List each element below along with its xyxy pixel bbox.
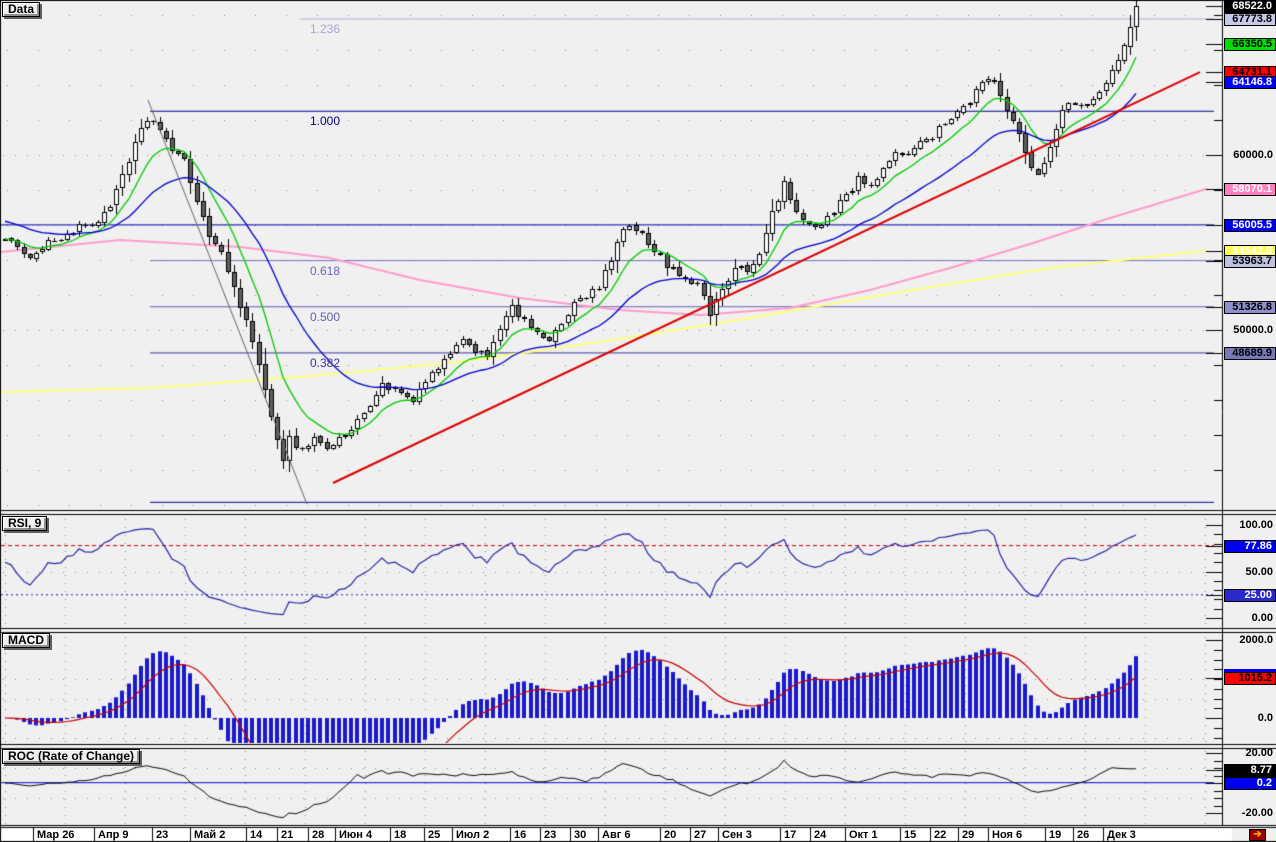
rsi-scale-label: 100.00: [1239, 519, 1273, 531]
fib-level-label: 1.000: [310, 114, 341, 128]
fib-level-label: 0.382: [310, 356, 341, 370]
price-value-tag: 64146.8: [1224, 76, 1276, 89]
arrow-right-icon: ➔: [1253, 829, 1262, 840]
price-value-tag: 58070.1: [1224, 183, 1276, 196]
date-tick-label: Май 2: [194, 829, 226, 841]
fib-level-label: 0.500: [310, 310, 341, 324]
date-tick-label: 15: [904, 829, 917, 841]
date-tick-label: Июн 4: [339, 829, 373, 841]
panel-button-rsi[interactable]: RSI, 9: [2, 516, 48, 531]
date-tick-label: 30: [574, 829, 587, 841]
roc-value-tag: 0.2: [1224, 777, 1276, 790]
price-value-tag: 66350.5: [1224, 38, 1276, 51]
date-tick-label: 22: [934, 829, 947, 841]
macd-tag-strip: [1224, 669, 1276, 673]
date-tick-label: 28: [312, 829, 325, 841]
macd-value-tag: 1015.2: [1224, 672, 1276, 685]
date-tick-label: Апр 9: [98, 829, 129, 841]
date-tick-label: 19: [1049, 829, 1062, 841]
date-tick-label: 23: [156, 829, 169, 841]
price-scale-label: 50000.0: [1233, 324, 1273, 336]
date-tick-label: 21: [281, 829, 294, 841]
date-tick-label: 18: [394, 829, 407, 841]
panel-button-roc[interactable]: ROC (Rate of Change): [2, 749, 140, 764]
rsi-scale-label: 50.00: [1245, 566, 1273, 578]
date-tick-label: Сен 3: [722, 829, 752, 841]
date-tick-label: 27: [694, 829, 707, 841]
date-tick-label: 25: [428, 829, 441, 841]
date-tick-label: Окт 1: [849, 829, 878, 841]
rsi-value-tag: 77.86: [1224, 540, 1276, 553]
date-tick-label: Авг 6: [602, 829, 631, 841]
date-tick-label: 24: [814, 829, 827, 841]
panel-button-data[interactable]: Data: [2, 2, 41, 17]
price-value-tag: 56005.5: [1224, 219, 1276, 232]
date-tick-label: Дек 3: [1107, 829, 1136, 841]
rsi-value-tag: 25.00: [1224, 589, 1276, 602]
panel-button-macd[interactable]: MACD: [2, 633, 50, 648]
price-value-tag: 68522.0: [1224, 0, 1276, 13]
price-value-tag: 53963.7: [1224, 255, 1276, 268]
date-tick-label: 29: [962, 829, 975, 841]
roc-scale-label: -20.00: [1241, 807, 1273, 819]
date-tick-label: Мар 26: [37, 829, 75, 841]
macd-scale-label: 0.0: [1257, 712, 1273, 724]
rsi-scale-label: 0.00: [1251, 612, 1273, 624]
fib-level-label: 0.618: [310, 264, 341, 278]
price-value-tag: 48689.9: [1224, 347, 1276, 360]
price-value-tag: 67773.8: [1224, 13, 1276, 26]
date-tick-label: Ноя 6: [992, 829, 1023, 841]
roc-value-tag: 8.77: [1224, 764, 1276, 777]
date-tick-label: 23: [544, 829, 557, 841]
date-tick-label: 26: [1077, 829, 1090, 841]
roc-scale-label: 20.00: [1245, 747, 1273, 759]
macd-scale-label: 2000.0: [1239, 634, 1273, 646]
date-tick-label: 17: [784, 829, 797, 841]
price-scale-label: 60000.0: [1233, 149, 1273, 161]
scroll-right-button[interactable]: ➔: [1249, 829, 1266, 841]
date-tick-label: 20: [664, 829, 677, 841]
date-tick-label: Июл 2: [456, 829, 490, 841]
price-value-tag: 51326.8: [1224, 301, 1276, 314]
date-tick-label: 14: [250, 829, 263, 841]
fib-level-label: 1.236: [310, 22, 341, 36]
date-tick-label: 16: [514, 829, 527, 841]
